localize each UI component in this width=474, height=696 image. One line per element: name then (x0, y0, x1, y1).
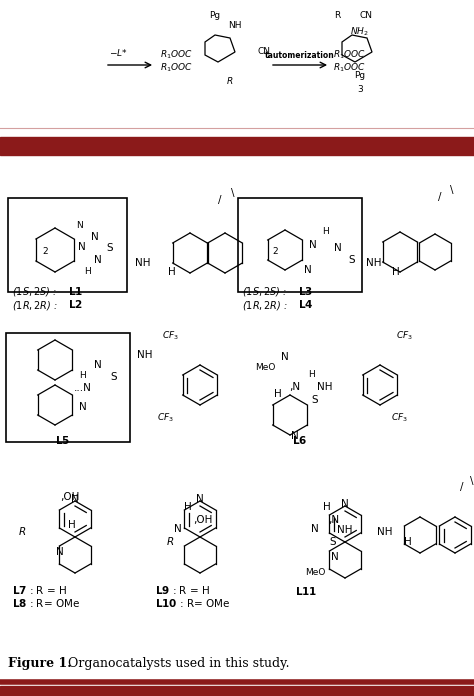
Text: H: H (184, 502, 192, 512)
Text: N: N (311, 524, 319, 534)
Text: R: R (334, 11, 340, 20)
Text: NH: NH (317, 382, 333, 392)
Text: H: H (274, 389, 282, 399)
Text: N: N (196, 494, 204, 504)
Text: N: N (309, 240, 317, 250)
Text: S: S (107, 243, 113, 253)
Text: ($1R,2R$) :: ($1R,2R$) : (242, 299, 288, 312)
Text: tautomerization: tautomerization (265, 51, 335, 59)
Text: N: N (331, 552, 339, 562)
Text: $\bf{L2}$: $\bf{L2}$ (68, 298, 83, 310)
Text: N: N (94, 255, 102, 265)
Text: H: H (168, 267, 176, 277)
Text: $\bf{L11}$: $\bf{L11}$ (295, 585, 317, 597)
Text: $R_1OOC$: $R_1OOC$ (333, 62, 366, 74)
Text: N: N (341, 499, 349, 509)
Text: MeO: MeO (305, 568, 325, 577)
Text: $\bf{L10}$ : R= OMe: $\bf{L10}$ : R= OMe (155, 597, 230, 609)
Text: $CF_3$: $CF_3$ (391, 411, 408, 423)
Text: H: H (404, 537, 412, 547)
Text: S: S (312, 395, 319, 405)
Text: ,OH: ,OH (193, 515, 212, 525)
Text: $\bf{L9}$ : R = H: $\bf{L9}$ : R = H (155, 584, 210, 596)
Text: $R_1OOC$: $R_1OOC$ (160, 49, 193, 61)
Text: $\bf{L4}$: $\bf{L4}$ (298, 298, 313, 310)
Text: ,OH: ,OH (60, 492, 79, 502)
Text: \: \ (450, 185, 454, 195)
Text: H: H (85, 267, 91, 276)
Text: H: H (80, 370, 86, 379)
Text: N: N (174, 524, 182, 534)
Text: N: N (77, 221, 83, 230)
Text: $CF_3$: $CF_3$ (395, 329, 412, 342)
Text: NH: NH (377, 527, 393, 537)
Text: N: N (94, 360, 102, 370)
Text: $R_1OOC$: $R_1OOC$ (333, 49, 366, 61)
Text: NH: NH (337, 525, 353, 535)
Text: /: / (438, 192, 441, 202)
Text: N: N (71, 494, 79, 504)
Text: MeO: MeO (255, 363, 275, 372)
Text: N: N (91, 232, 99, 242)
Text: 2: 2 (42, 248, 48, 257)
Text: ($1R,2R$) :: ($1R,2R$) : (12, 299, 58, 312)
Text: NH: NH (135, 258, 151, 268)
Text: N: N (56, 547, 64, 557)
Text: CN: CN (258, 47, 271, 56)
Text: N: N (79, 402, 87, 412)
Bar (0, 686, 474, 696)
Text: ,N: ,N (328, 515, 339, 525)
Bar (0, 137, 474, 155)
Text: /: / (460, 482, 464, 492)
Text: N: N (281, 352, 289, 362)
Text: N: N (334, 243, 342, 253)
Text: $CF_3$: $CF_3$ (156, 411, 173, 423)
Text: $CF_3$: $CF_3$ (162, 329, 179, 342)
Text: ,N: ,N (290, 382, 301, 392)
Text: H: H (323, 228, 329, 237)
Text: N: N (291, 431, 299, 441)
Text: NH: NH (137, 350, 153, 360)
Text: R: R (18, 527, 26, 537)
Text: Pg: Pg (355, 71, 365, 80)
Text: H: H (392, 267, 400, 277)
Text: N: N (78, 242, 86, 252)
Text: \: \ (231, 188, 235, 198)
Text: S: S (111, 372, 117, 382)
Text: R: R (227, 77, 233, 86)
Text: ($1S, 2S$) :: ($1S, 2S$) : (242, 285, 287, 299)
Text: CN: CN (360, 11, 373, 20)
Text: Pg: Pg (210, 11, 220, 20)
Text: $\bf{L8}$ : R= OMe: $\bf{L8}$ : R= OMe (12, 597, 80, 609)
Text: $R_1OOC$: $R_1OOC$ (160, 62, 193, 74)
Text: NH: NH (228, 21, 242, 30)
Text: ($1S, 2S$) :: ($1S, 2S$) : (12, 285, 57, 299)
Text: ...N: ...N (74, 383, 92, 393)
Text: $\bf{L3}$: $\bf{L3}$ (298, 285, 313, 297)
Text: S: S (349, 255, 356, 265)
Text: $\bf{L5}$: $\bf{L5}$ (55, 434, 71, 446)
Text: $NH_2$: $NH_2$ (350, 26, 369, 38)
Text: H: H (323, 502, 331, 512)
Text: Organocatalysts used in this study.: Organocatalysts used in this study. (68, 656, 290, 670)
Text: $\bf{L1}$: $\bf{L1}$ (68, 285, 83, 297)
Text: NH: NH (366, 258, 382, 268)
Text: $\bf{L6}$: $\bf{L6}$ (292, 434, 308, 446)
Text: \: \ (470, 476, 474, 486)
Text: N: N (304, 265, 312, 275)
Text: /: / (218, 195, 222, 205)
Text: S: S (330, 537, 337, 547)
Text: H: H (68, 520, 76, 530)
Text: H: H (309, 370, 315, 379)
Text: 2: 2 (272, 248, 278, 257)
Text: 3: 3 (357, 85, 363, 94)
Text: R: R (166, 537, 173, 547)
Text: Figure 1.: Figure 1. (8, 656, 72, 670)
Text: $\bf{L7}$ : R = H: $\bf{L7}$ : R = H (12, 584, 67, 596)
Text: $-$L*: $-$L* (109, 47, 128, 58)
